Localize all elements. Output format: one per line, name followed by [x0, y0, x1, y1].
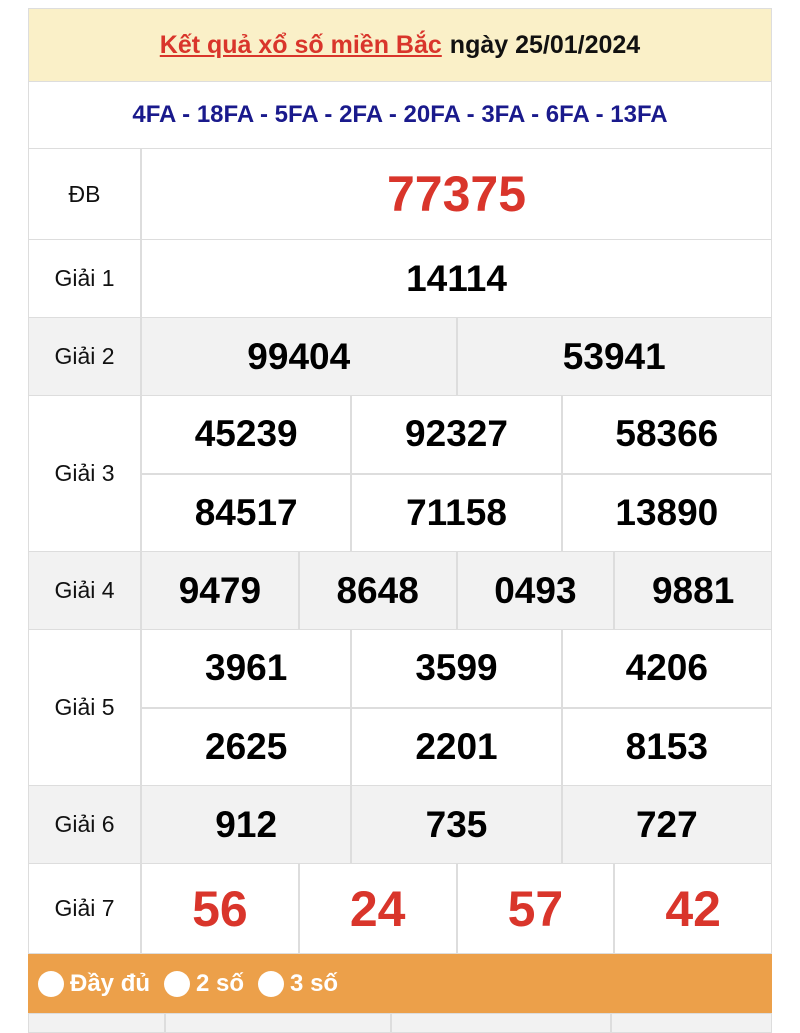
results-table: Kết quả xổ số miền Bắc ngày 25/01/2024 4… — [28, 8, 772, 1033]
prize-number: 14114 — [406, 257, 507, 299]
prize-number: 3599 — [350, 630, 560, 707]
prize-row: Giải 4 9479 8648 0493 9881 — [28, 552, 772, 630]
prize-row: Giải 1 14114 — [28, 240, 772, 318]
radio-icon[interactable] — [164, 970, 191, 997]
prize-row: Giải 6 912 735 727 — [28, 786, 772, 864]
option-3-digits[interactable]: 3 số — [258, 970, 338, 998]
prize-number: 58366 — [560, 396, 771, 473]
prize-number: 53941 — [455, 318, 772, 395]
prize-number: 56 — [192, 880, 248, 937]
prize-number: 3961 — [205, 647, 288, 689]
prize-number: 4206 — [560, 630, 771, 707]
prize-number: 8648 — [297, 552, 456, 629]
region-link[interactable]: Kết quả xổ số miền Bắc — [159, 30, 442, 59]
prize-row: Giải 7 56 24 57 42 — [28, 864, 772, 954]
prize-number: 2201 — [350, 708, 560, 785]
radio-icon[interactable] — [38, 970, 64, 997]
prize-label: Giải 2 — [29, 318, 142, 395]
prize-label: Giải 1 — [29, 240, 142, 317]
radio-icon[interactable] — [258, 970, 285, 997]
prize-number: 9881 — [613, 552, 771, 629]
prize-number: 8153 — [560, 708, 771, 785]
prize-row: Giải 3 45239 92327 58366 84517 71158 13890 — [28, 396, 772, 552]
prize-number: 727 — [560, 786, 771, 863]
prize-number: 9479 — [178, 569, 262, 611]
prize-row: Giải 2 99404 53941 — [28, 318, 772, 396]
option-full[interactable]: Đầy đủ — [38, 970, 150, 998]
prize-number: 735 — [350, 786, 560, 863]
prize-label: Giải 4 — [29, 552, 142, 629]
next-table-row — [28, 1013, 772, 1033]
prize-number: 13890 — [560, 474, 771, 551]
results-title: Kết quả xổ số miền Bắc ngày 25/01/2024 — [28, 8, 772, 82]
prize-number: 45239 — [194, 413, 298, 455]
display-options: Đầy đủ 2 số 3 số — [28, 954, 772, 1013]
prize-number: 57 — [455, 864, 614, 953]
prize-number: 84517 — [194, 491, 298, 533]
prize-label: Giải 5 — [29, 630, 142, 785]
prize-row: Giải 5 3961 3599 4206 2625 2201 8153 — [28, 630, 772, 786]
prize-number: 2625 — [205, 725, 288, 767]
prize-number: 71158 — [350, 474, 560, 551]
prize-number: 912 — [215, 803, 278, 845]
prize-number: 77375 — [386, 166, 527, 222]
prize-label: Giải 7 — [29, 864, 142, 953]
prize-number: 42 — [613, 864, 771, 953]
draw-date: ngày 25/01/2024 — [449, 30, 641, 59]
prize-label: Giải 3 — [29, 396, 142, 551]
prize-label: Giải 6 — [29, 786, 142, 863]
prize-number: 24 — [297, 864, 456, 953]
option-2-digits[interactable]: 2 số — [164, 970, 244, 998]
prize-row: ĐB 77375 — [28, 149, 772, 240]
prize-number: 0493 — [455, 552, 614, 629]
prize-number: 92327 — [350, 396, 560, 473]
prize-number: 99404 — [247, 335, 351, 377]
special-codes: 4FA - 18FA - 5FA - 2FA - 20FA - 3FA - 6F… — [28, 82, 772, 149]
prize-label: ĐB — [29, 149, 142, 239]
